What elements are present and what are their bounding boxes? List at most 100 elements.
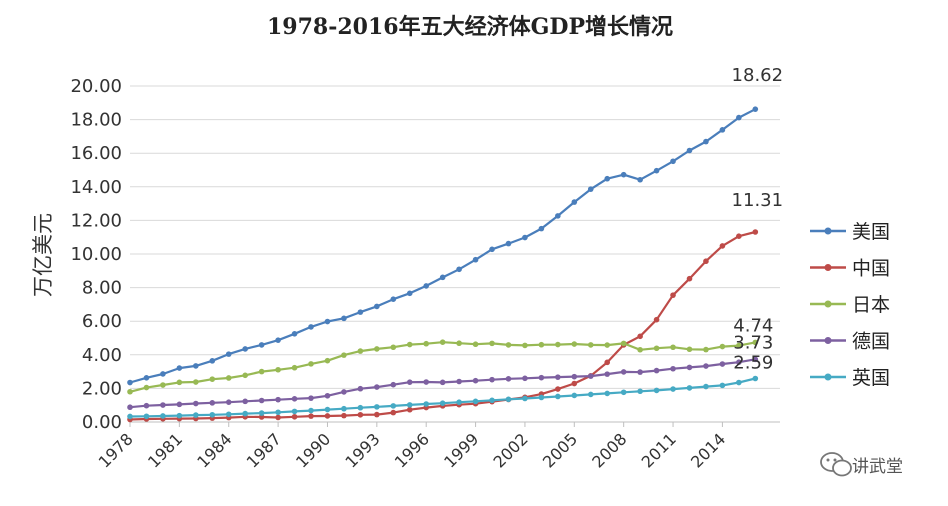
data-point <box>620 171 627 178</box>
data-point <box>620 369 627 375</box>
y-tick-label: 14.00 <box>70 177 122 198</box>
data-point <box>291 364 298 371</box>
legend-swatch-marker <box>824 300 832 308</box>
data-point <box>522 375 528 382</box>
data-point <box>209 411 216 418</box>
end-value-label: 18.62 <box>732 65 784 86</box>
y-tick-label: 16.00 <box>70 143 122 164</box>
series-2 <box>127 339 759 395</box>
y-tick-label: 2.00 <box>82 378 122 399</box>
data-point <box>719 343 726 350</box>
data-point <box>439 379 446 386</box>
data-point <box>489 376 495 383</box>
data-point <box>258 410 265 416</box>
data-point <box>423 379 430 385</box>
data-point <box>275 414 281 421</box>
data-point <box>160 371 166 377</box>
data-point <box>406 379 413 385</box>
data-point <box>160 402 166 408</box>
data-point <box>752 356 759 363</box>
data-point <box>670 292 676 298</box>
data-point <box>242 398 248 405</box>
chart-title: 1978-2016年五大经济体GDP增长情况 <box>267 14 673 40</box>
data-point <box>703 383 709 390</box>
series-group <box>127 106 759 423</box>
data-point <box>324 318 331 325</box>
data-point <box>719 127 726 133</box>
data-point <box>209 358 216 364</box>
data-point <box>127 388 133 395</box>
data-point <box>406 290 413 297</box>
data-point <box>341 405 347 412</box>
data-point <box>308 407 314 414</box>
data-point <box>291 396 298 402</box>
data-point <box>555 213 561 219</box>
data-point <box>209 400 216 406</box>
data-point <box>571 199 578 205</box>
data-point <box>374 303 380 310</box>
data-point <box>653 345 660 352</box>
legend-swatch-marker <box>824 373 832 381</box>
x-tick-label: 1984 <box>193 429 235 471</box>
data-point <box>193 379 199 385</box>
end-value-label: 11.31 <box>732 190 784 211</box>
data-point <box>258 414 265 420</box>
legend-swatch-marker <box>824 337 832 344</box>
data-point <box>472 341 479 348</box>
data-point <box>670 386 676 392</box>
x-tick-label: 1999 <box>440 429 482 471</box>
data-point <box>752 106 759 112</box>
data-point <box>324 413 331 419</box>
data-point <box>670 158 676 165</box>
x-tick-label: 1993 <box>341 429 383 471</box>
x-tick-label: 2014 <box>687 429 729 471</box>
data-point <box>127 379 133 386</box>
x-tick-label: 1987 <box>243 429 285 471</box>
data-point <box>242 346 248 352</box>
data-point <box>538 374 545 381</box>
data-point <box>736 114 742 121</box>
data-point <box>406 341 413 348</box>
data-point <box>587 342 594 348</box>
data-point <box>176 365 183 371</box>
data-point <box>555 393 561 400</box>
data-point <box>390 403 397 409</box>
data-point <box>637 369 643 375</box>
data-point <box>390 296 397 302</box>
legend-item: 日本 <box>810 294 890 316</box>
data-point <box>456 266 462 273</box>
data-point <box>538 341 545 348</box>
data-point <box>308 395 314 401</box>
data-point <box>193 400 199 407</box>
data-point <box>505 396 512 403</box>
data-point <box>357 404 364 411</box>
data-point <box>637 333 643 340</box>
data-point <box>653 316 660 323</box>
data-point <box>686 147 693 154</box>
data-point <box>637 346 643 353</box>
data-point <box>127 413 133 420</box>
y-axis-label: 万亿美元 <box>31 213 55 297</box>
data-point <box>176 412 183 419</box>
data-point <box>736 379 742 386</box>
data-point <box>505 342 512 348</box>
data-point <box>604 390 611 397</box>
data-point <box>275 366 281 373</box>
data-point <box>703 346 709 353</box>
data-point <box>341 389 347 395</box>
data-point <box>620 340 627 347</box>
watermark: 讲武堂 <box>820 452 903 477</box>
data-point <box>719 243 726 249</box>
end-value-label: 3.73 <box>733 332 773 353</box>
y-axis-ticks: 0.00 2.00 4.00 6.00 8.00 10.00 12.00 14.00 16.00… <box>70 76 122 433</box>
legend-item: 德国 <box>810 331 890 353</box>
data-point <box>406 406 413 413</box>
data-point <box>258 397 265 404</box>
data-point <box>423 401 430 407</box>
legend-label: 德国 <box>852 331 890 353</box>
x-tick-label: 2005 <box>539 429 581 471</box>
data-point <box>390 344 397 351</box>
x-axis-ticks: 1978 1981 1984 1987 1990 1993 1996 1999 2002 2005… <box>95 422 729 472</box>
data-point <box>505 376 512 382</box>
